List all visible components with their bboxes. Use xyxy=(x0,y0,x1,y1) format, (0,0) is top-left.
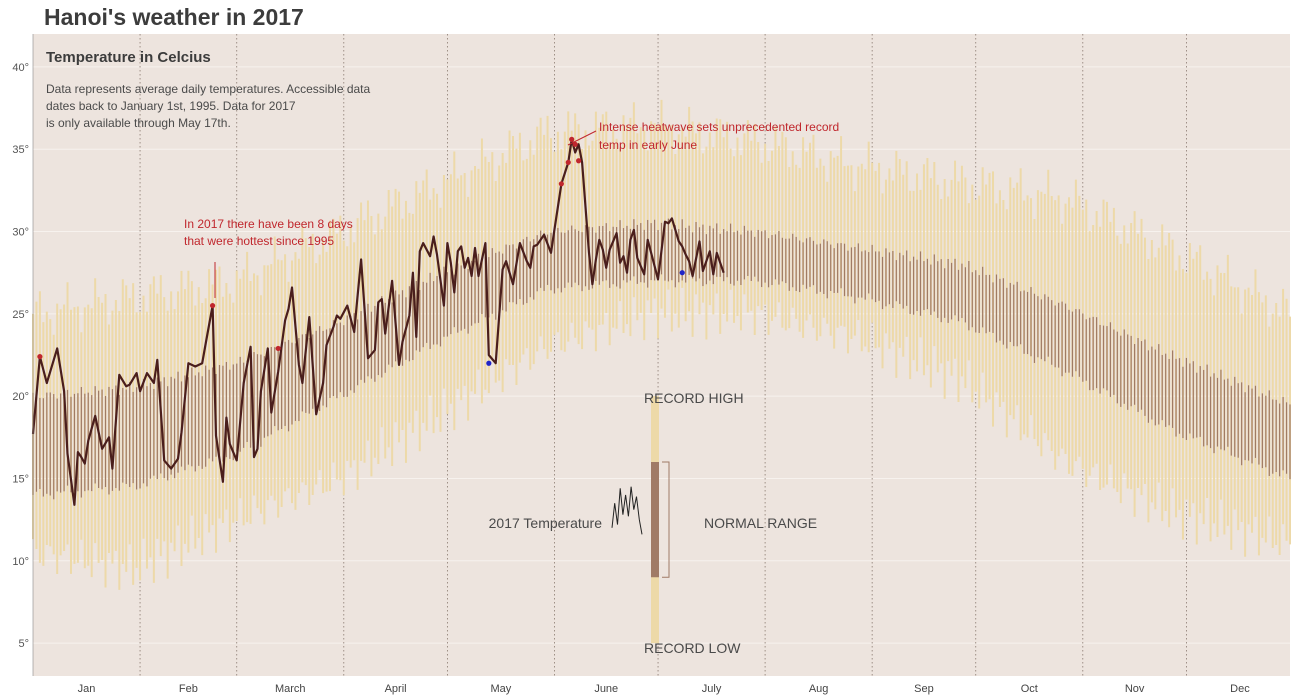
x-tick-label: June xyxy=(594,683,618,695)
chart-title: Hanoi's weather in 2017 xyxy=(44,4,304,30)
legend-record-low: RECORD LOW xyxy=(644,640,741,656)
description-line-3: is only available through May 17th. xyxy=(46,116,231,130)
y-tick-label: 5° xyxy=(18,638,29,650)
legend-normal-bracket xyxy=(662,461,670,578)
temperature-line-layer xyxy=(31,138,725,506)
record-cold-point xyxy=(679,270,685,276)
heatwave-note-line-2: temp in early June xyxy=(599,138,697,152)
record-hot-point xyxy=(569,136,575,142)
record-cold-point xyxy=(486,360,492,366)
x-tick-label: Nov xyxy=(1125,683,1145,695)
legend-record-high: RECORD HIGH xyxy=(644,390,744,406)
x-tick-label: Dec xyxy=(1230,683,1250,695)
y-tick-label: 35° xyxy=(12,144,29,156)
record-hot-point xyxy=(565,159,571,165)
record-hot-point xyxy=(576,158,582,164)
y-tick-label: 30° xyxy=(12,227,29,239)
record-hot-point xyxy=(37,354,43,360)
x-tick-label: Jan xyxy=(78,683,96,695)
days-note-line-1: In 2017 there have been 8 days xyxy=(184,217,353,231)
record-hot-point xyxy=(558,181,564,187)
x-tick-label: May xyxy=(491,683,512,695)
ranges-layer xyxy=(32,99,1291,590)
x-tick-label: March xyxy=(275,683,306,695)
days-note-line-2: that were hottest since 1995 xyxy=(184,234,334,248)
chart-subtitle: Temperature in Celcius xyxy=(46,49,211,66)
y-tick-label: 20° xyxy=(12,391,29,403)
legend-temperature-sketch xyxy=(611,486,643,535)
y-tick-label: 15° xyxy=(12,473,29,485)
heatwave-note-leader xyxy=(567,130,597,146)
legend-layer xyxy=(611,396,670,644)
record-hot-point xyxy=(572,141,578,147)
temperature-2017-line xyxy=(31,138,725,506)
y-tick-label: 40° xyxy=(12,62,29,74)
legend-normal-range: NORMAL RANGE xyxy=(704,515,817,531)
points-layer xyxy=(37,136,685,366)
x-tick-label: Feb xyxy=(179,683,198,695)
record-hot-point xyxy=(209,303,216,309)
x-tick-label: July xyxy=(702,683,722,695)
x-tick-label: April xyxy=(385,683,407,695)
description-line-2: dates back to January 1st, 1995. Data fo… xyxy=(46,99,296,113)
description-line-1: Data represents average daily temperatur… xyxy=(46,82,371,96)
heatwave-note-line-1: Intense heatwave sets unprecedented reco… xyxy=(599,120,839,134)
x-tick-label: Oct xyxy=(1021,683,1038,695)
x-tick-label: Aug xyxy=(809,683,829,695)
axes-layer: 5° 10° 15° 20° 25° 30° 35° 40° Jan Feb March April M… xyxy=(12,34,1250,695)
x-tick-label: Sep xyxy=(914,683,934,695)
legend-2017-temperature: 2017 Temperature xyxy=(489,515,603,531)
y-tick-label: 10° xyxy=(12,556,29,568)
y-tick-label: 25° xyxy=(12,309,29,321)
record-hot-point xyxy=(275,345,281,352)
